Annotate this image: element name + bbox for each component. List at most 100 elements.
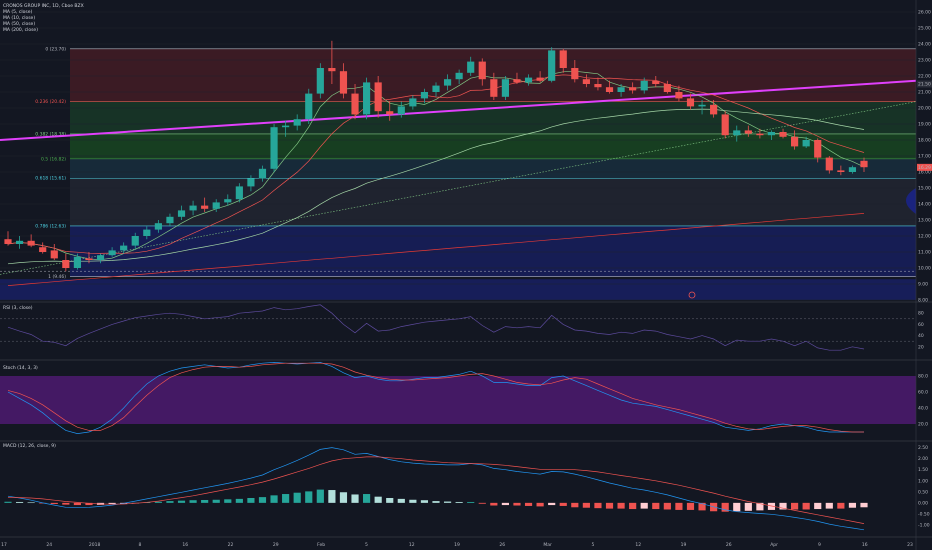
candle-body [825,157,833,171]
candle-body [73,256,81,268]
macd-histogram-bar [640,502,648,509]
price-badge [917,163,932,171]
price-tick-label: 10.00 [918,266,931,272]
macd-histogram-bar [779,502,787,510]
candle-body [663,84,671,92]
price-tick-label: 15.00 [918,186,931,192]
ma200-legend: MA (200, close) [3,27,38,33]
macd-histogram-bar [85,502,93,506]
candle-body [15,240,24,244]
time-tick-label: Mar [543,542,552,548]
macd-histogram-bar [247,498,255,503]
macd-histogram-bar [397,498,405,503]
macd-histogram-bar [744,502,752,511]
macd-histogram-bar [15,501,24,503]
volume-profile-shape [906,188,916,214]
candle-body [316,68,324,94]
macd-histogram-bar [756,502,764,511]
candle-body [212,202,220,209]
macd-histogram-bar [154,501,162,503]
price-tick-label: 9.00 [918,282,928,288]
macd-histogram-bar [582,502,590,508]
time-axis[interactable]: 17 24 2018 8 16 22 29 Feb 5 12 19 26 Mar 5 12 19 26 Apr 9 1… [0,536,932,548]
macd-tick-label: 0.00 [918,500,928,506]
macd-histogram-bar [166,501,174,503]
candle-body [744,130,752,134]
time-tick-label: 12 [409,542,415,548]
rsi-title: RSI (3, close) [3,305,33,311]
price-badge [917,80,932,88]
candle-body [4,239,12,244]
candle-body [96,255,105,260]
candle-body [120,245,128,251]
price-tick-label: 16.00 [918,170,931,176]
ma-line-200 [7,213,865,286]
candle-body [305,93,313,120]
earnings-marker[interactable] [688,291,696,299]
candle-body [131,236,139,246]
price-tick-label: 11.00 [918,250,931,256]
macd-tick-label: 1.50 [918,467,928,473]
macd-histogram-bar [733,502,741,512]
macd-histogram-bar [73,502,81,506]
macd-tick-label: 2.50 [918,445,928,451]
macd-histogram-bar [536,502,544,507]
macd-histogram-bar [860,502,868,508]
macd-histogram-bar [675,502,683,510]
candle-body [501,79,509,97]
macd-histogram-bar [189,500,197,503]
macd-histogram-bar [224,499,232,503]
candle-body [559,50,567,68]
candle-body [652,80,660,84]
stoch-pane: 80.0 60.0 40.0 20.0 [0,359,932,434]
candle-body [328,68,336,72]
candle-body [189,205,197,211]
candle-body [432,85,440,92]
macd-histogram-bar [467,501,475,503]
price-tick-label: 22.00 [918,74,931,80]
macd-histogram-bar [409,499,417,503]
macd-histogram-bar [455,501,463,503]
macd-pane: 2.50 2.00 1.50 1.00 0.50 0.00 -0.50 -1.00 [0,440,932,531]
fib-level-label: 1 (9.46) [48,274,66,280]
price-tick-label: 8.00 [918,298,928,304]
candle-body [50,250,58,259]
macd-histogram-bar [235,498,243,503]
ma50-legend: MA (50, close) [3,21,35,27]
stoch-k-line [7,362,864,434]
price-grid [0,11,916,301]
macd-histogram-bar [652,502,660,510]
price-tick-label: 14.00 [918,202,931,208]
macd-histogram-bar [698,502,706,511]
fib-zone [70,133,916,159]
macd-tick-label: 1.00 [918,478,928,484]
macd-histogram-bar [443,501,452,503]
macd-histogram-bar [848,502,857,508]
time-tick-label: 26 [726,542,732,548]
candle-body [201,205,209,209]
candle-body [675,92,683,99]
candle-body [582,79,590,84]
candle-body [282,125,290,128]
trendline-magenta[interactable] [0,79,917,141]
macd-line [7,447,865,531]
trendlines[interactable] [0,79,917,275]
price-axis[interactable]: 26.00 25.00 24.00 23.00 22.00 21.00 20.00 19.00… [915,0,932,550]
moving-averages [7,70,865,286]
trendline-dotted[interactable] [0,101,917,275]
rsi-line [7,304,865,351]
candle-body [571,68,579,80]
macd-histogram-bar [50,502,58,504]
macd-histogram-bar [282,494,290,503]
candle-body [490,79,498,97]
time-tick-label: 5 [591,542,594,548]
time-tick-label: 5 [365,542,368,548]
candle-body [351,93,359,115]
candle-body [513,79,521,83]
candle-body [339,71,348,94]
macd-histogram-bar [559,502,567,506]
price-tick-label: 13.00 [918,218,931,224]
time-tick-label: 19 [454,542,460,548]
macd-histogram-bar [791,502,799,510]
fib-zone [70,101,916,134]
